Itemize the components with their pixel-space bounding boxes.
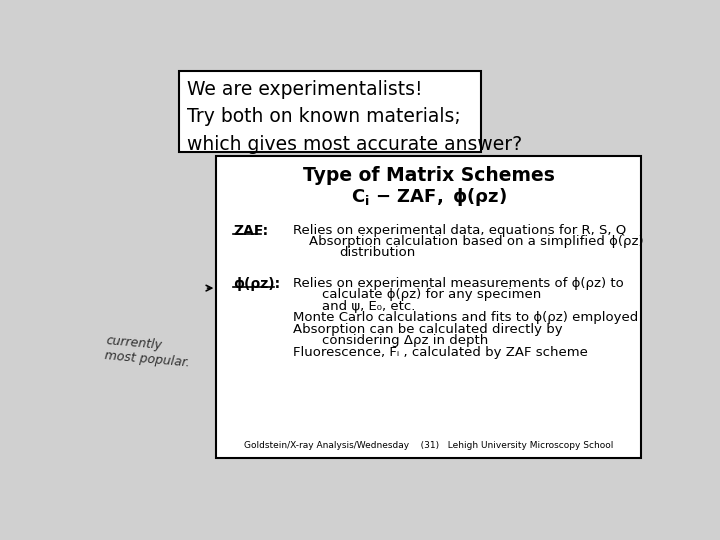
Text: Absorption can be calculated directly by: Absorption can be calculated directly by bbox=[293, 323, 562, 336]
Text: and ψ, E₀, etc.: and ψ, E₀, etc. bbox=[323, 300, 416, 313]
Text: We are experimentalists!
Try both on known materials;
which gives most accurate : We are experimentalists! Try both on kno… bbox=[187, 80, 522, 154]
Text: distribution: distribution bbox=[340, 246, 416, 259]
Text: ZAF:: ZAF: bbox=[233, 224, 269, 238]
Text: Monte Carlo calculations and fits to ϕ(ρz) employed: Monte Carlo calculations and fits to ϕ(ρ… bbox=[293, 311, 639, 324]
Text: considering Δρz in depth: considering Δρz in depth bbox=[323, 334, 489, 347]
Text: Goldstein/X-ray Analysis/Wednesday    (31)   Lehigh University Microscopy School: Goldstein/X-ray Analysis/Wednesday (31) … bbox=[244, 441, 613, 450]
Text: calculate ϕ(ρz) for any specimen: calculate ϕ(ρz) for any specimen bbox=[323, 288, 541, 301]
Text: ϕ(ρz):: ϕ(ρz): bbox=[233, 276, 281, 291]
FancyBboxPatch shape bbox=[216, 156, 641, 457]
FancyBboxPatch shape bbox=[179, 71, 482, 152]
Text: Type of Matrix Schemes: Type of Matrix Schemes bbox=[302, 166, 554, 185]
Text: currently
most popular.: currently most popular. bbox=[104, 334, 192, 370]
Text: Fluorescence, Fᵢ , calculated by ZAF scheme: Fluorescence, Fᵢ , calculated by ZAF sch… bbox=[293, 346, 588, 359]
Text: Relies on experimental measurements of ϕ(ρz) to: Relies on experimental measurements of ϕ… bbox=[293, 276, 624, 289]
Text: $\mathbf{C_i}$ $\mathbf{-}$ $\mathbf{ZAF,\ \phi(\rho z)}$: $\mathbf{C_i}$ $\mathbf{-}$ $\mathbf{ZAF… bbox=[351, 186, 507, 208]
Text: Relies on experimental data, equations for R, S, Q: Relies on experimental data, equations f… bbox=[293, 224, 626, 237]
Text: Absorption calculation based on a simplified ϕ(ρz): Absorption calculation based on a simpli… bbox=[309, 235, 643, 248]
